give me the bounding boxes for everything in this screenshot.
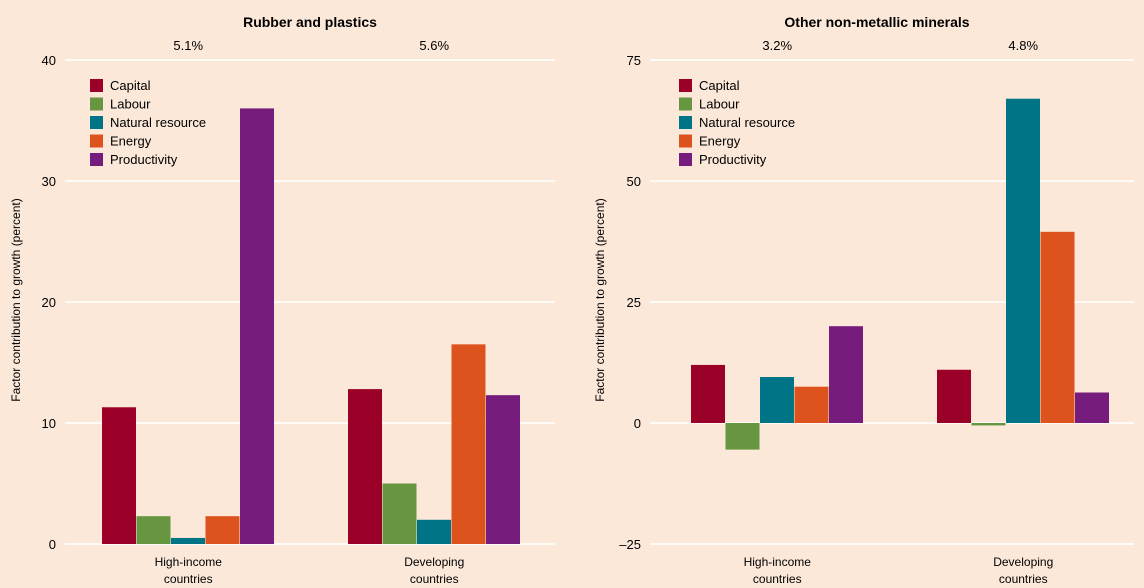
y-axis-label: Factor contribution to growth (percent) (9, 198, 23, 401)
y-axis-label: Factor contribution to growth (percent) (593, 198, 607, 401)
x-tick-label: countries (164, 572, 213, 586)
bar-natural-resource (417, 519, 451, 544)
growth-rate-annotation: 3.2% (762, 38, 792, 53)
chart-title: Other non-metallic minerals (784, 14, 969, 30)
bar-labour (971, 423, 1006, 426)
bar-capital (348, 389, 382, 544)
chart-panel-2: Other non-metallic minerals –25 0 25 50 75 Fac… (593, 14, 1134, 586)
x-tick-label: countries (753, 572, 802, 586)
y-tick-label: 30 (42, 174, 56, 189)
legend-label: Energy (110, 134, 152, 149)
legend-label: Labour (699, 97, 740, 112)
legend-swatch (679, 134, 692, 148)
y-tick-label: 25 (627, 295, 641, 310)
legend-swatch (90, 153, 103, 166)
legend-swatch (90, 79, 103, 92)
legend-label: Capital (110, 78, 151, 93)
legend-swatch (679, 153, 692, 166)
legend-swatch (90, 116, 103, 129)
y-tick-label: 40 (42, 53, 56, 68)
bar-capital (691, 364, 725, 423)
legend-swatch (90, 97, 103, 111)
bar-capital (102, 407, 136, 544)
bar-labour (382, 483, 417, 544)
bar-productivity (486, 395, 520, 544)
bar-natural-resource (760, 377, 794, 423)
bar-energy (451, 344, 486, 544)
growth-rate-annotation: 5.1% (173, 38, 203, 53)
x-tick-label: Developing (404, 555, 464, 569)
legend-swatch (679, 79, 692, 92)
legend-label: Capital (699, 78, 740, 93)
legend-swatch (679, 97, 692, 111)
legend-label: Energy (699, 134, 741, 149)
bar-natural-resource (1006, 98, 1040, 423)
legend-label: Productivity (699, 152, 767, 167)
legend-swatch (90, 134, 103, 148)
legend-label: Natural resource (699, 115, 795, 130)
bar-natural-resource (171, 537, 205, 544)
y-tick-label: 50 (627, 174, 641, 189)
bar-productivity (1075, 392, 1109, 423)
y-tick-label: 75 (627, 53, 641, 68)
chart-title: Rubber and plastics (243, 14, 377, 30)
bar-productivity (240, 108, 274, 545)
y-tick-label: 20 (42, 295, 56, 310)
x-tick-label: countries (410, 572, 459, 586)
bar-capital (937, 369, 971, 423)
bar-energy (205, 516, 240, 544)
growth-rate-annotation: 4.8% (1008, 38, 1038, 53)
growth-rate-annotation: 5.6% (419, 38, 449, 53)
y-tick-label: 10 (42, 416, 56, 431)
x-tick-label: Developing (993, 555, 1053, 569)
legend-label: Labour (110, 97, 151, 112)
chart-panel-1: Rubber and plastics 0 10 20 30 40 Factor contr… (9, 14, 555, 586)
bar-energy (794, 386, 829, 423)
y-tick-label: 0 (49, 537, 56, 552)
bar-energy (1040, 231, 1075, 423)
legend-label: Productivity (110, 152, 178, 167)
y-tick-label: –25 (619, 537, 641, 552)
legend-label: Natural resource (110, 115, 206, 130)
bar-productivity (829, 326, 863, 423)
x-tick-label: countries (999, 572, 1048, 586)
legend-swatch (679, 116, 692, 129)
y-tick-label: 0 (634, 416, 641, 431)
x-tick-label: High-income (744, 555, 812, 569)
bar-labour (725, 423, 760, 450)
x-tick-label: High-income (155, 555, 223, 569)
bar-labour (136, 516, 171, 544)
